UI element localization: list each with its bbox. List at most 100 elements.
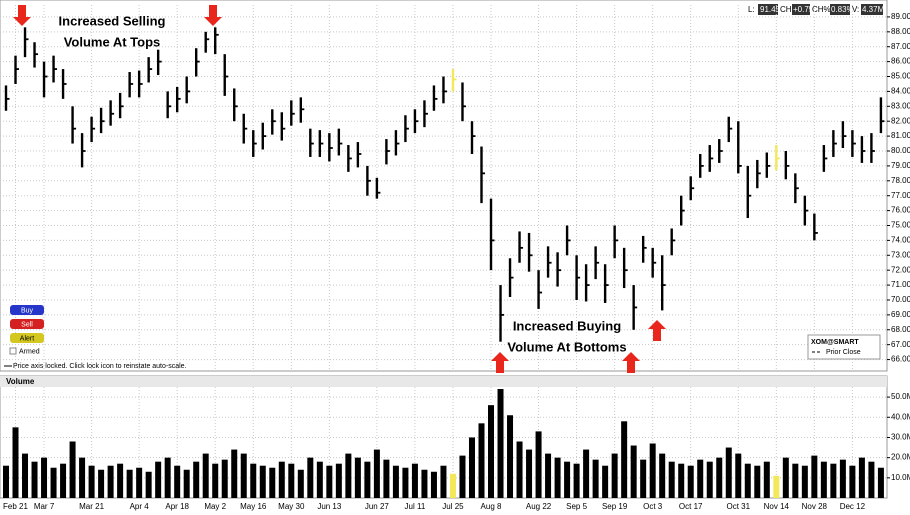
volume-bar [421,469,428,498]
volume-bar [449,473,456,498]
volume-bar [250,463,257,498]
sell-label[interactable]: Sell [21,321,33,328]
volume-bar [858,457,865,498]
volume-bar [288,463,295,498]
sell-button[interactable] [10,319,44,329]
volume-bar [583,449,590,498]
volume-bar [697,459,704,498]
x-tick-label: Jun 13 [317,502,342,511]
volume-bar [763,461,770,498]
volume-bar [31,461,38,498]
volume-bar [269,467,276,498]
volume-header [0,376,887,387]
volume-bar [744,463,751,498]
volume-bar [687,465,694,498]
x-tick-label: Mar 21 [79,502,104,511]
quote-value: 4.37M [862,5,885,14]
annotation: Increased Buying [513,318,621,333]
armed-label[interactable]: Armed [19,348,40,355]
armed-checkbox[interactable] [9,347,17,355]
volume-bar [22,453,29,498]
quote-label: L: [748,5,755,14]
y-tick-label: 80.00 [891,146,910,155]
y-tick-label: 66.00 [891,355,910,364]
y-tick-label: 30.0M [891,433,910,442]
up-arrow [491,352,509,373]
volume-bar [297,469,304,498]
volume-bar [259,465,266,498]
x-tick-label: Feb 21 [3,502,28,511]
x-tick-label: Nov 28 [802,502,828,511]
volume-bar [716,457,723,498]
volume-bar [335,463,342,498]
volume-bar [193,461,200,498]
volume-bar [98,469,105,498]
volume-bar [773,475,780,498]
x-tick-label: Nov 14 [764,502,790,511]
y-tick-label: 68.00 [891,325,910,334]
y-tick-label: 74.00 [891,235,910,244]
volume-bar [621,421,628,498]
y-tick-label: 84.00 [891,87,910,96]
volume-bar [155,461,162,498]
y-tick-label: 85.00 [891,72,910,81]
volume-bar [459,455,466,498]
x-tick-label: Oct 3 [643,502,663,511]
quote-label: CH%: [812,5,833,14]
y-tick-label: 83.00 [891,101,910,110]
volume-bar [526,449,533,498]
buy-label[interactable]: Buy [21,307,34,314]
volume-bar [307,457,314,498]
volume-bar [478,423,485,498]
volume-bar [126,469,133,498]
up-arrow [622,352,640,373]
volume-bar [507,415,514,498]
y-tick-label: 79.00 [891,161,910,170]
volume-bar [735,453,742,498]
volume-bar [516,441,523,498]
volume-bar [659,453,666,498]
legend-entry: Prior Close [826,349,861,356]
y-tick-label: 76.00 [891,206,910,215]
volume-bar [649,443,656,498]
buy-button[interactable] [10,305,44,315]
volume-bar [754,465,761,498]
volume-bar [488,405,495,498]
annotation: Volume At Tops [64,34,161,49]
volume-bar [316,461,323,498]
volume-bar [174,465,181,498]
up-arrow [648,320,666,341]
volume-bar [611,453,618,498]
y-tick-label: 75.00 [891,221,910,230]
x-tick-label: Apr 18 [165,502,189,511]
volume-bar [107,465,114,498]
volume-bar [145,471,152,498]
alert-label[interactable]: Alert [20,335,34,342]
volume-bar [79,457,86,498]
y-tick-label: 72.00 [891,265,910,274]
volume-bar [221,459,228,498]
volume-bar [706,461,713,498]
x-tick-label: May 30 [278,502,305,511]
volume-bar [183,469,190,498]
volume-bar [69,441,76,498]
arrows [13,5,666,373]
volume-bar [573,463,580,498]
volume-bar [668,461,675,498]
quote-value: 0.83% [831,5,854,14]
down-arrow [13,5,31,26]
volume-bar [50,467,57,498]
volume-bar [811,455,818,498]
volume-bar [164,457,171,498]
volume-bar [839,459,846,498]
volume-bar [402,467,409,498]
x-tick-label: Oct 17 [679,502,703,511]
order-buttons: Buy Sell Alert Armed Price axis locked. … [4,305,187,370]
volume-bar [411,463,418,498]
volume-bar [630,445,637,498]
y-tick-label: 77.00 [891,191,910,200]
volume-bar [830,463,837,498]
volume-bar [278,461,285,498]
alert-button[interactable] [10,333,44,343]
